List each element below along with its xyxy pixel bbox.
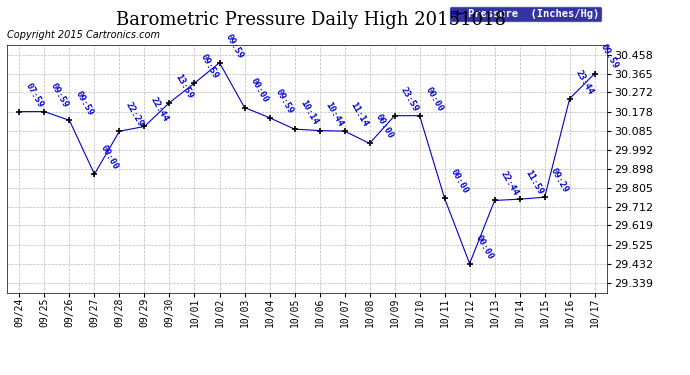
Text: 11:59: 11:59 bbox=[524, 169, 545, 196]
Text: 09:59: 09:59 bbox=[274, 87, 295, 115]
Text: 13:59: 13:59 bbox=[174, 72, 195, 100]
Text: 23:59: 23:59 bbox=[399, 85, 420, 113]
Text: 09:59: 09:59 bbox=[224, 32, 245, 60]
Text: 23:44: 23:44 bbox=[574, 68, 595, 96]
Text: 10:14: 10:14 bbox=[299, 99, 320, 126]
Text: 22:44: 22:44 bbox=[148, 96, 170, 124]
Text: 09:29: 09:29 bbox=[549, 166, 570, 194]
Text: 00:00: 00:00 bbox=[374, 113, 395, 141]
Text: 09:59: 09:59 bbox=[599, 43, 620, 71]
Text: Copyright 2015 Cartronics.com: Copyright 2015 Cartronics.com bbox=[7, 30, 160, 40]
Text: 00:00: 00:00 bbox=[448, 168, 470, 196]
Text: 00:00: 00:00 bbox=[474, 233, 495, 261]
Text: 07:59: 07:59 bbox=[23, 81, 45, 109]
Text: 11:14: 11:14 bbox=[348, 100, 370, 128]
Text: 00:00: 00:00 bbox=[248, 77, 270, 105]
Text: 10:44: 10:44 bbox=[324, 100, 345, 128]
Text: 22:29: 22:29 bbox=[124, 100, 145, 128]
Text: 22:44: 22:44 bbox=[499, 170, 520, 198]
Legend: Pressure  (Inches/Hg): Pressure (Inches/Hg) bbox=[449, 6, 602, 22]
Text: 00:00: 00:00 bbox=[99, 144, 120, 171]
Text: 09:59: 09:59 bbox=[74, 90, 95, 118]
Text: Barometric Pressure Daily High 20151018: Barometric Pressure Daily High 20151018 bbox=[115, 11, 506, 29]
Text: 09:59: 09:59 bbox=[48, 81, 70, 109]
Text: 00:00: 00:00 bbox=[424, 85, 445, 113]
Text: 09:59: 09:59 bbox=[199, 53, 220, 80]
